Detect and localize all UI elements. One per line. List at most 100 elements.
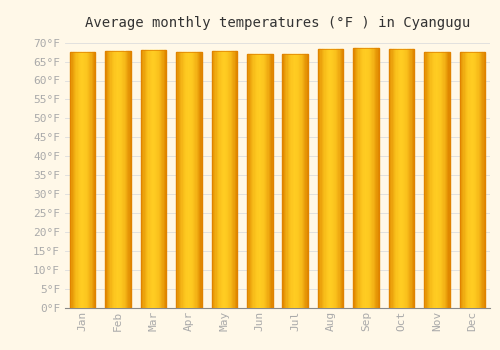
Bar (152, 50, 154, 308)
Bar (388, 49, 390, 308)
Bar (257, 54, 258, 308)
Bar (199, 52, 200, 308)
Bar (338, 49, 340, 308)
Bar (438, 52, 440, 308)
Bar (196, 52, 198, 308)
Bar (110, 51, 112, 308)
Bar (374, 48, 375, 308)
Bar (328, 49, 330, 308)
Bar (190, 52, 192, 308)
Bar (158, 50, 160, 308)
Bar (461, 52, 462, 308)
Bar (147, 50, 148, 308)
Bar (123, 51, 124, 308)
Bar (402, 49, 404, 308)
Bar (247, 54, 272, 308)
Bar (399, 49, 400, 308)
Bar (474, 52, 475, 308)
Bar (254, 54, 256, 308)
Bar (264, 54, 265, 308)
Bar (372, 48, 374, 308)
Bar (189, 52, 190, 308)
Bar (319, 49, 320, 308)
Bar (118, 51, 120, 308)
Bar (480, 52, 481, 308)
Bar (292, 54, 294, 308)
Bar (282, 54, 284, 308)
Bar (150, 50, 151, 308)
Bar (248, 54, 250, 308)
Bar (251, 54, 252, 308)
Bar (156, 50, 158, 308)
Bar (410, 49, 412, 308)
Bar (79, 52, 80, 308)
Bar (75, 52, 76, 308)
Bar (395, 49, 396, 308)
Bar (484, 52, 485, 308)
Bar (214, 51, 216, 308)
Bar (376, 48, 378, 308)
Bar (378, 48, 379, 308)
Bar (462, 52, 464, 308)
Bar (146, 50, 147, 308)
Bar (186, 52, 188, 308)
Bar (409, 49, 410, 308)
Bar (447, 52, 448, 308)
Bar (122, 51, 123, 308)
Bar (426, 52, 428, 308)
Bar (128, 51, 130, 308)
Bar (109, 51, 110, 308)
Bar (296, 54, 298, 308)
Bar (247, 54, 248, 308)
Bar (334, 49, 336, 308)
Bar (200, 52, 202, 308)
Bar (413, 49, 414, 308)
Bar (270, 54, 272, 308)
Bar (342, 49, 344, 308)
Bar (74, 52, 75, 308)
Bar (141, 50, 142, 308)
Bar (424, 52, 426, 308)
Bar (476, 52, 478, 308)
Bar (164, 50, 165, 308)
Bar (288, 54, 289, 308)
Bar (82, 52, 84, 308)
Bar (106, 51, 131, 308)
Bar (178, 52, 179, 308)
Bar (467, 52, 468, 308)
Bar (155, 50, 156, 308)
Bar (392, 49, 394, 308)
Bar (130, 51, 131, 308)
Bar (116, 51, 117, 308)
Bar (406, 49, 408, 308)
Bar (90, 52, 92, 308)
Bar (161, 50, 162, 308)
Bar (358, 48, 360, 308)
Bar (236, 51, 237, 308)
Bar (106, 51, 108, 308)
Bar (92, 52, 93, 308)
Bar (162, 50, 164, 308)
Bar (192, 52, 193, 308)
Bar (318, 49, 344, 308)
Bar (354, 48, 379, 308)
Bar (232, 51, 234, 308)
Bar (72, 52, 74, 308)
Bar (370, 48, 371, 308)
Bar (180, 52, 182, 308)
Bar (326, 49, 327, 308)
Bar (282, 54, 308, 308)
Bar (357, 48, 358, 308)
Bar (114, 51, 116, 308)
Bar (224, 51, 226, 308)
Bar (460, 52, 485, 308)
Bar (285, 54, 286, 308)
Bar (86, 52, 88, 308)
Bar (260, 54, 261, 308)
Bar (213, 51, 214, 308)
Bar (80, 52, 82, 308)
Bar (295, 54, 296, 308)
Bar (320, 49, 322, 308)
Bar (430, 52, 432, 308)
Bar (216, 51, 218, 308)
